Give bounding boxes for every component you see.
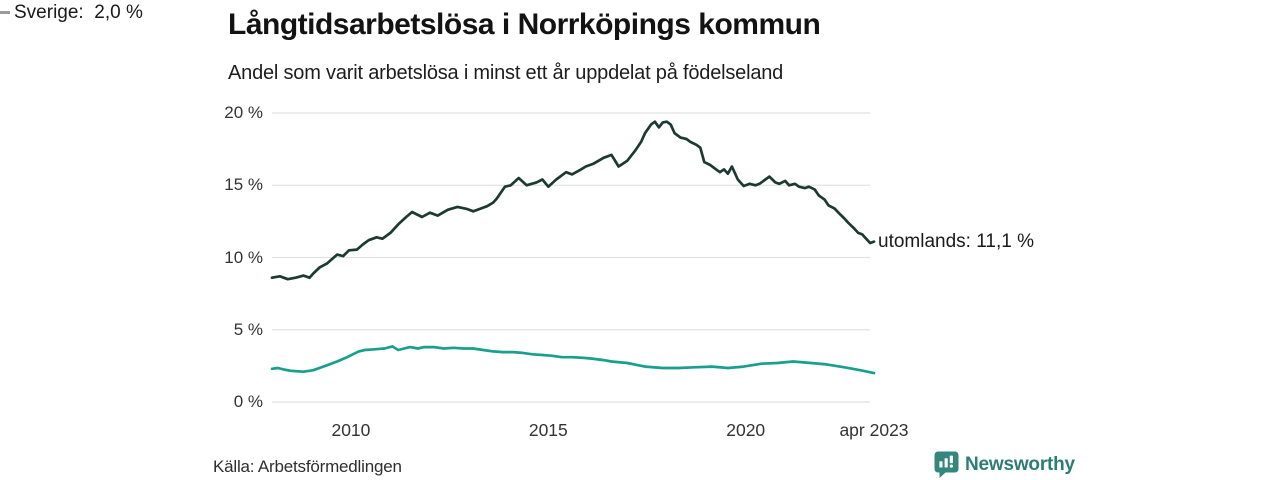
leader-dash-icon	[0, 11, 10, 14]
x-tick-label: 2020	[726, 420, 766, 440]
series-label-sverige: Sverige: 2,0 %	[0, 0, 1280, 25]
plot-area	[270, 100, 890, 410]
y-tick-label: 5 %	[233, 319, 263, 339]
source-label: Källa: Arbetsförmedlingen	[213, 457, 402, 476]
series-label-utomlands: utomlands: 11,1 %	[878, 231, 1034, 252]
newsworthy-wordmark: Newsworthy	[965, 453, 1075, 475]
plot-svg	[270, 112, 876, 403]
series-line-utomlands	[270, 120, 876, 281]
y-axis: 0 % 5 % 10 % 15 % 20 %	[100, 0, 263, 480]
chart-title: Långtidsarbetslösa i Norrköpings kommun	[228, 8, 821, 41]
y-tick-label: 10 %	[224, 247, 263, 267]
series-label-sverige-text: Sverige: 2,0 %	[14, 2, 143, 23]
y-tick-label: 15 %	[224, 175, 263, 195]
x-tick-label: 2010	[331, 420, 371, 440]
y-tick-label: 20 %	[224, 103, 263, 122]
chart-subtitle: Andel som varit arbetslösa i minst ett å…	[228, 62, 784, 84]
newsworthy-icon	[934, 451, 959, 478]
x-tick-label: 2015	[528, 420, 568, 440]
x-tick-label: apr 2023	[839, 420, 909, 440]
newsworthy-logo[interactable]: Newsworthy	[934, 451, 1075, 478]
y-tick-label: 0 %	[233, 392, 263, 411]
series-line-sverige	[270, 345, 876, 375]
